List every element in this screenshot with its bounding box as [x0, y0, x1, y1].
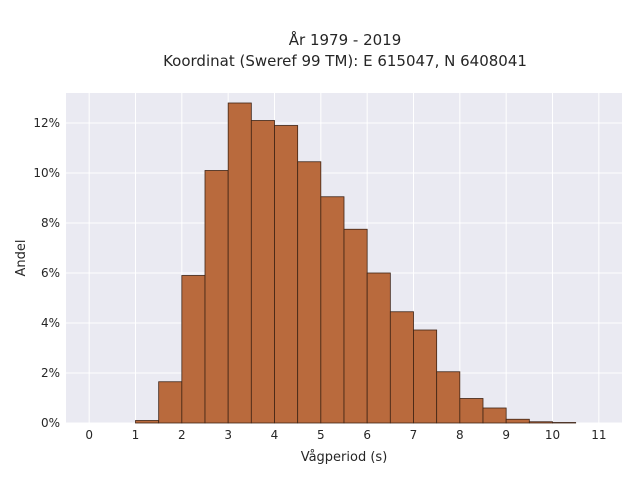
y-tick-label: 10%: [33, 166, 60, 180]
y-tick-label: 8%: [41, 216, 60, 230]
x-tick-label: 3: [224, 428, 232, 442]
x-tick-label: 5: [317, 428, 325, 442]
histogram-bar: [227, 102, 252, 424]
y-tick-label: 6%: [41, 266, 60, 280]
x-tick-label: 4: [271, 428, 279, 442]
histogram-bar: [158, 381, 183, 424]
histogram-bar: [528, 421, 553, 424]
histogram-bar: [250, 120, 275, 424]
x-tick-label: 1: [132, 428, 140, 442]
histogram-bar: [274, 125, 299, 424]
y-tick-label: 4%: [41, 316, 60, 330]
x-axis-label: Vågperiod (s): [301, 450, 388, 465]
histogram-bar: [505, 418, 530, 424]
histogram-bar: [320, 196, 345, 424]
y-tick-label: 0%: [41, 416, 60, 430]
x-tick-label: 2: [178, 428, 186, 442]
histogram-bar: [389, 311, 414, 424]
histogram-bar: [297, 161, 322, 424]
chart-title-line-2: Koordinat (Sweref 99 TM): E 615047, N 64…: [163, 52, 527, 70]
x-axis-ticks: 0 1 2 3 4 5 6 7 8 9 10 11: [85, 428, 606, 442]
histogram-bar: [366, 272, 391, 424]
histogram-bar: [181, 275, 206, 424]
histogram-bar: [343, 228, 368, 424]
chart-title-line-1: År 1979 - 2019: [289, 30, 402, 49]
histogram-bar: [135, 420, 160, 424]
histogram-bar: [413, 329, 438, 424]
x-tick-label: 6: [363, 428, 371, 442]
histogram-bar: [552, 422, 577, 424]
histogram-bar: [459, 398, 484, 424]
y-tick-label: 12%: [33, 116, 60, 130]
x-tick-label: 11: [591, 428, 606, 442]
histogram-bar: [204, 170, 229, 424]
x-tick-label: 0: [85, 428, 93, 442]
y-axis-ticks: 0% 2% 4% 6% 8% 10% 12%: [33, 116, 60, 430]
x-tick-label: 10: [545, 428, 560, 442]
y-axis-label: Andel: [14, 240, 29, 277]
x-tick-label: 8: [456, 428, 464, 442]
x-tick-label: 9: [502, 428, 510, 442]
histogram-bar: [436, 371, 461, 424]
histogram-bar: [482, 407, 507, 424]
y-tick-label: 2%: [41, 366, 60, 380]
bars: [135, 102, 577, 424]
x-tick-label: 7: [410, 428, 418, 442]
